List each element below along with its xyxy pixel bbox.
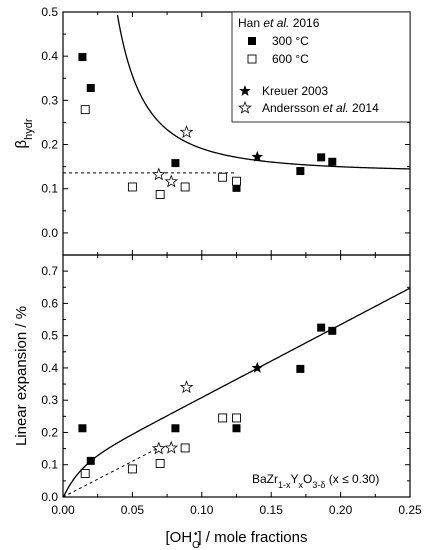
y-tick-label: 0.5	[41, 329, 58, 343]
y-tick-label: 0.4	[41, 49, 58, 63]
data-point	[86, 83, 95, 92]
data-point	[317, 153, 326, 162]
data-point	[232, 176, 241, 186]
bottom-panel: 0.00 0.05 0.10 0.15 0.20 0.25 0.0 0.1 0.2 0.3 0.4 0…	[13, 254, 422, 550]
data-point	[155, 190, 165, 199]
data-point	[296, 364, 305, 373]
legend-label: 600 °C	[272, 52, 309, 66]
bottom-plot-frame	[62, 254, 411, 498]
composition-annotation: BaZr1-xYxO3-δ (x ≤ 0.30)	[252, 472, 379, 490]
x-tick-label: 0.20	[329, 503, 353, 517]
data-point	[179, 125, 194, 138]
data-point	[78, 424, 87, 433]
y-tick-label: 0.0	[41, 226, 58, 240]
legend-label: Andersson et al. 2014	[262, 101, 379, 115]
data-point	[80, 105, 90, 115]
legend-title: Han et al. 2016	[238, 16, 320, 30]
data-point	[78, 53, 87, 62]
data-point	[328, 326, 337, 335]
legend-label: 300 °C	[272, 34, 309, 48]
data-point	[179, 380, 194, 394]
data-point	[251, 361, 264, 373]
legend-marker	[239, 85, 251, 96]
x-tick-label: 0.15	[260, 503, 284, 517]
x-tick-label: 0.05	[121, 503, 145, 517]
y-tick-label: 0.7	[41, 264, 58, 278]
data-point	[164, 440, 179, 454]
legend-marker	[238, 100, 252, 114]
data-point	[218, 172, 228, 182]
x-tick-label: 0.00	[51, 503, 75, 517]
data-point	[232, 183, 241, 192]
y-tick-label: 0.3	[41, 393, 58, 407]
legend-label: Kreuer 2003	[262, 84, 328, 98]
x-axis-title: [OHO•] / mole fractions	[165, 529, 307, 550]
legend-marker	[248, 37, 256, 45]
data-point	[328, 157, 337, 166]
y-tick-label: 0.1	[41, 458, 58, 472]
data-point	[317, 323, 326, 332]
data-point	[164, 174, 179, 188]
y-tick-label: 0.0	[41, 490, 58, 504]
data-point	[151, 441, 166, 455]
data-point	[296, 167, 305, 176]
model-curve	[116, 14, 411, 170]
top-panel: 0.0 0.1 0.2 0.3 0.4 0.5 Han et al. 2016 300 °C 6…	[13, 5, 411, 256]
legend: Han et al. 2016 300 °C 600 °C Kreuer 2003 An…	[231, 11, 411, 123]
data-point	[180, 182, 190, 192]
data-point	[80, 468, 90, 478]
y-tick-label: 0.2	[41, 425, 58, 439]
dashed-line	[62, 446, 161, 498]
y-tick-label: 0.1	[41, 182, 58, 196]
data-point	[232, 424, 241, 433]
y-tick-label: 0.5	[41, 5, 58, 19]
data-point	[180, 443, 190, 453]
data-point	[155, 458, 165, 468]
y-tick-label: 0.4	[41, 361, 58, 375]
data-point	[127, 182, 137, 192]
data-point	[127, 464, 137, 474]
data-point	[251, 150, 264, 162]
legend-box	[231, 11, 411, 123]
y-tick-label: 0.3	[41, 93, 58, 107]
x-tick-label: 0.10	[190, 503, 214, 517]
data-point	[171, 159, 180, 168]
data-point	[218, 413, 228, 423]
y-tick-label: 0.2	[41, 138, 58, 152]
data-point	[86, 456, 95, 465]
legend-marker	[247, 54, 257, 64]
top-y-axis-title: βhydr	[13, 118, 35, 148]
y-tick-label: 0.6	[41, 296, 58, 310]
bottom-y-axis-title: Linear expansion / %	[13, 306, 30, 446]
data-point	[151, 167, 166, 181]
model-curve	[62, 287, 411, 498]
x-tick-label: 0.25	[398, 503, 422, 517]
data-point	[232, 413, 241, 423]
data-point	[171, 424, 180, 433]
